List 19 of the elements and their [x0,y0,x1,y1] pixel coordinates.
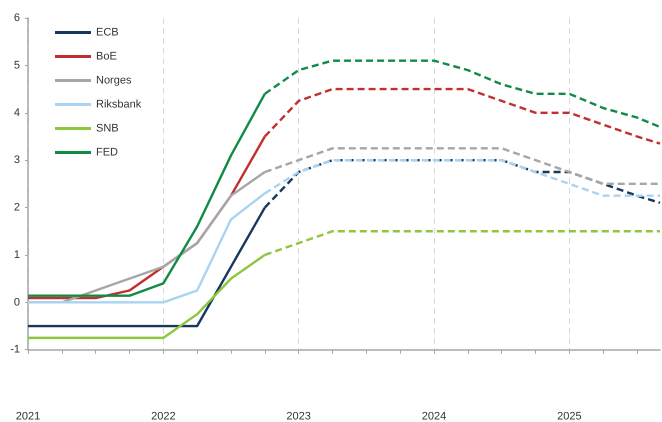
legend-label: FED [96,146,118,158]
y-tick-label: 2 [14,202,20,214]
y-tick-label: 4 [14,106,20,119]
x-tick-label: 2023 [286,410,311,422]
legend-label: BoE [96,50,117,62]
x-tick-label: 2024 [422,410,446,422]
y-tick-label: 1 [14,248,20,261]
y-tick-label: 3 [14,154,20,166]
legend-label: Norges [96,74,132,86]
x-tick-label: 2021 [16,410,40,422]
x-tick-label: 2025 [557,410,582,422]
y-tick-label: 5 [14,59,20,72]
legend-label: ECB [96,26,119,38]
legend-label: SNB [96,122,119,134]
y-tick-label: -1 [10,344,20,356]
y-tick-label: 0 [14,296,20,308]
x-tick-label: 2022 [151,410,176,422]
legend-label: Riksbank [96,98,142,110]
y-tick-label: 6 [14,12,20,24]
